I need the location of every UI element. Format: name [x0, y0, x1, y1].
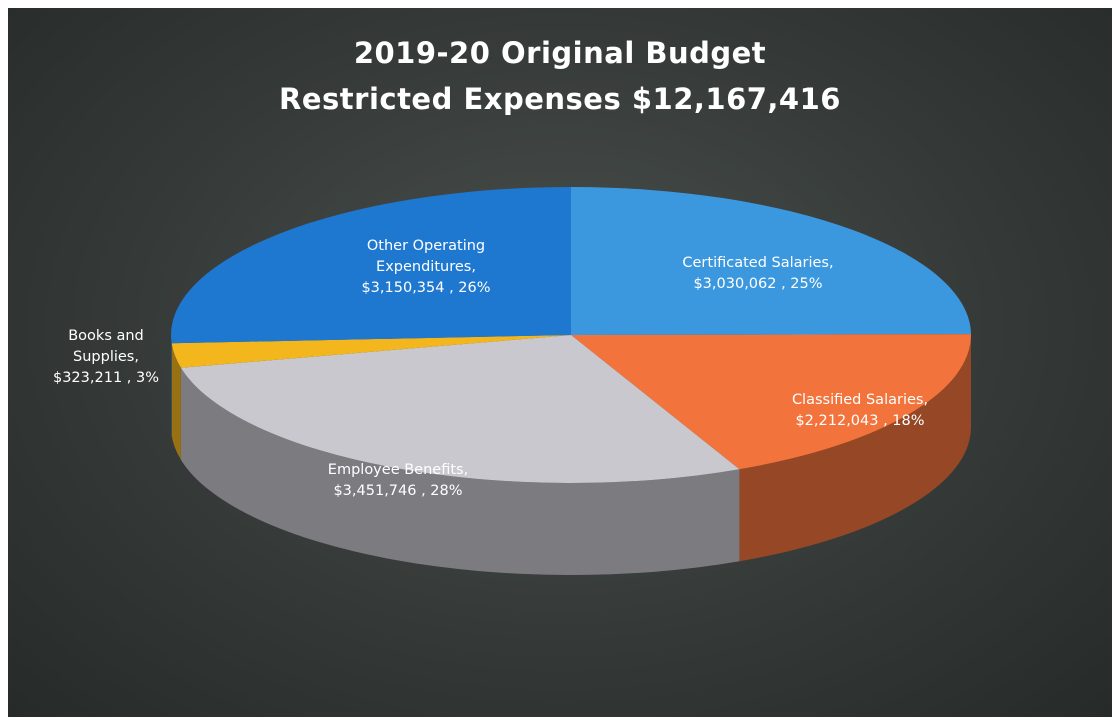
data-label: Certificated Salaries, $3,030,062 , 25% [648, 253, 868, 295]
slice-side [171, 335, 172, 436]
slice [171, 335, 571, 368]
pie-area [171, 187, 971, 575]
chart-subtitle: Restricted Expenses $12,167,416 [279, 82, 841, 116]
data-label: Classified Salaries, $2,212,043 , 18% [760, 390, 960, 432]
label-name: Books and Supplies, [68, 328, 144, 365]
slice [171, 187, 571, 344]
label-value: $3,451,746 , 28% [333, 483, 463, 499]
label-value: $3,030,062 , 25% [693, 276, 823, 292]
slice-side [180, 367, 740, 575]
data-label: Employee Benefits, $3,451,746 , 28% [288, 460, 508, 502]
label-value: $3,150,354 , 26% [361, 280, 491, 296]
data-label: Books and Supplies, $323,211 , 3% [46, 326, 166, 389]
data-label: Other Operating Expenditures, $3,150,354 … [341, 236, 511, 299]
label-value: $323,211 , 3% [52, 370, 160, 386]
label-name: Certificated Salaries, [682, 255, 834, 271]
slice-side [171, 343, 181, 460]
slice [571, 187, 971, 335]
label-name: Other Operating Expenditures, [366, 238, 486, 275]
slice [180, 335, 740, 484]
label-name: Classified Salaries, [791, 392, 929, 408]
label-value: $2,212,043 , 18% [795, 413, 925, 429]
chart-title: 2019-20 Original Budget [353, 36, 767, 70]
slice-side [739, 335, 971, 562]
chart: 2019-20 Original Budget Restricted Expen… [8, 8, 1112, 717]
label-name: Employee Benefits, [327, 462, 469, 478]
slice [571, 334, 971, 470]
